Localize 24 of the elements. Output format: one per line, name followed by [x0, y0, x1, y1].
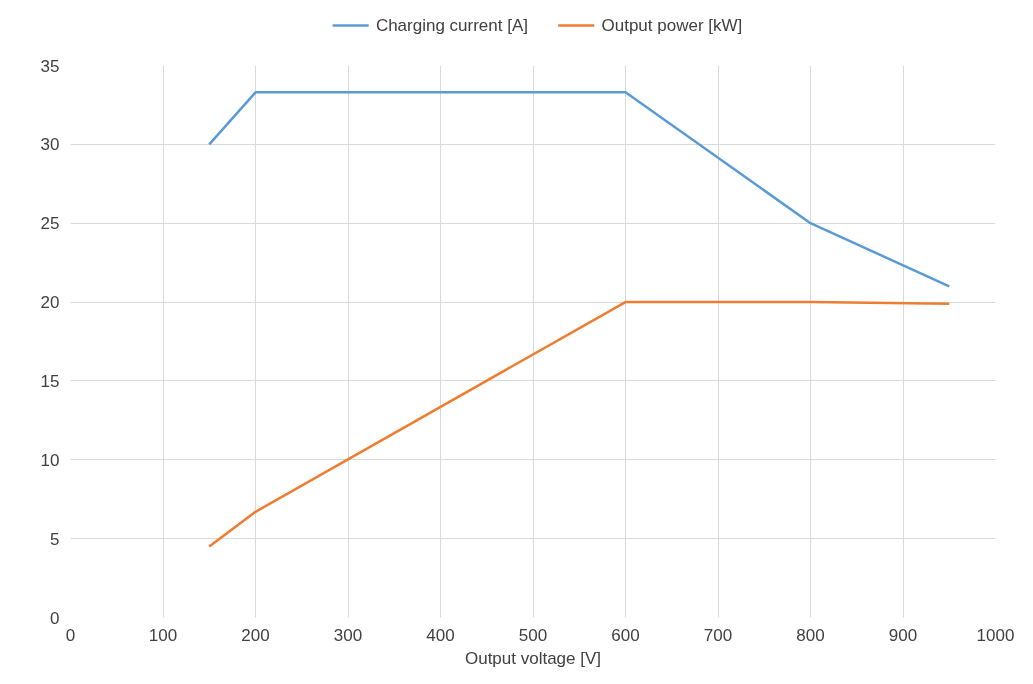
y-tick-label: 30 — [40, 135, 60, 155]
x-tick-label: 300 — [333, 625, 363, 645]
y-tick-label: 5 — [50, 529, 60, 549]
y-tick-label: 15 — [40, 371, 60, 391]
x-tick-label: 700 — [703, 625, 733, 645]
x-tick-label: 400 — [426, 625, 455, 645]
legend-label: Charging current [A] — [375, 16, 529, 35]
line-series — [208, 300, 951, 548]
y-tick-label: 10 — [40, 450, 60, 470]
x-tick-label: 900 — [888, 625, 918, 645]
x-tick-label: 500 — [518, 625, 548, 645]
x-tick-label: 800 — [796, 625, 825, 645]
x-tick-label: 200 — [241, 625, 270, 645]
legend-label: Output power [kW] — [601, 16, 743, 35]
x-axis-title: Output voltage [V] — [464, 648, 602, 668]
y-tick-label: 25 — [40, 214, 60, 234]
x-tick-label: 600 — [611, 625, 640, 645]
x-tick-label: 0 — [65, 625, 76, 645]
y-tick-label: 0 — [50, 608, 60, 628]
line-series — [208, 91, 951, 288]
x-tick-label: 100 — [148, 625, 178, 645]
y-tick-label: 20 — [40, 293, 60, 313]
x-tick-label: 1000 — [976, 625, 1015, 645]
y-tick-label: 35 — [40, 56, 60, 76]
